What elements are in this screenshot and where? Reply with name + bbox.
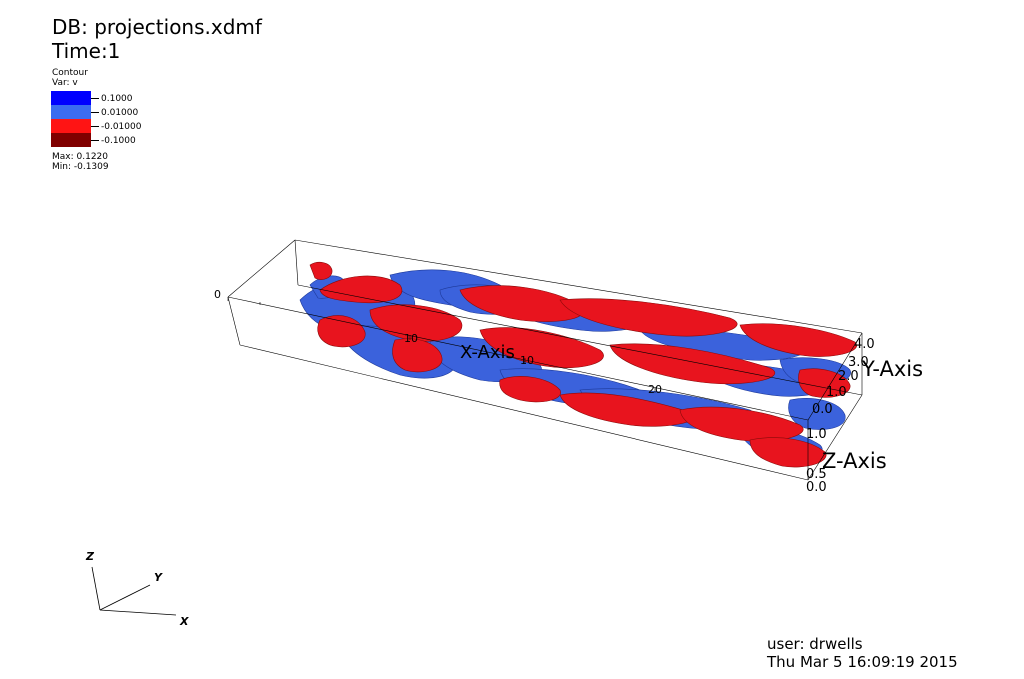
- legend-swatch-2: [51, 105, 91, 119]
- x-tick-label-mid: 10: [520, 354, 534, 367]
- legend-label-1: 0.1000: [101, 94, 133, 104]
- y-tick-label-4: 4.0: [854, 337, 875, 352]
- bounding-box-back: [227, 239, 863, 334]
- z-tick-label-1: 1.0: [806, 427, 827, 442]
- legend-label-4: -0.1000: [101, 136, 136, 146]
- x-tick-label-10: 10: [404, 332, 418, 345]
- y-tick-label-3: 3.0: [848, 355, 869, 370]
- x-tick-label-0: 0: [214, 288, 221, 301]
- y-axis-title: Y-Axis: [861, 357, 923, 381]
- database-title: DB: projections.xdmf: [52, 15, 262, 39]
- legend-variable: Var: v: [52, 78, 78, 88]
- legend-label-2: 0.01000: [101, 108, 139, 118]
- date-label: Thu Mar 5 16:09:19 2015: [767, 653, 958, 671]
- triad-y-label: Y: [154, 571, 163, 584]
- legend-min: Min: -0.1309: [52, 162, 109, 172]
- y-tick-label-0: 0.0: [812, 402, 833, 417]
- z-axis-title: Z-Axis: [822, 449, 887, 473]
- triad-x-label: X: [179, 615, 189, 628]
- legend-plot-name: Contour: [52, 68, 88, 78]
- legend-swatch-1: [51, 91, 91, 105]
- legend-swatch-4: [51, 133, 91, 147]
- orientation-triad: [91, 566, 177, 616]
- legend-tick: [91, 126, 99, 127]
- y-tick-label-2: 2.0: [838, 369, 859, 384]
- y-tick-label-1: 1.0: [826, 385, 847, 400]
- legend-tick: [91, 112, 99, 113]
- legend-label-3: -0.01000: [101, 122, 142, 132]
- legend-swatch-3: [51, 119, 91, 133]
- z-tick-label-0: 0.0: [806, 480, 827, 495]
- user-label: user: drwells: [767, 635, 863, 653]
- bounding-box-front: [227, 284, 863, 481]
- time-label: Time:1: [52, 39, 121, 63]
- legend-max: Max: 0.1220: [52, 152, 108, 162]
- triad-z-label: Z: [85, 550, 95, 563]
- legend-tick: [91, 140, 99, 141]
- legend-tick: [91, 98, 99, 99]
- x-axis-ticks: [227, 297, 656, 393]
- x-axis-title: X-Axis: [460, 342, 515, 363]
- x-tick-label-20: 20: [648, 383, 662, 396]
- z-tick-label-05: 0.5: [806, 467, 827, 482]
